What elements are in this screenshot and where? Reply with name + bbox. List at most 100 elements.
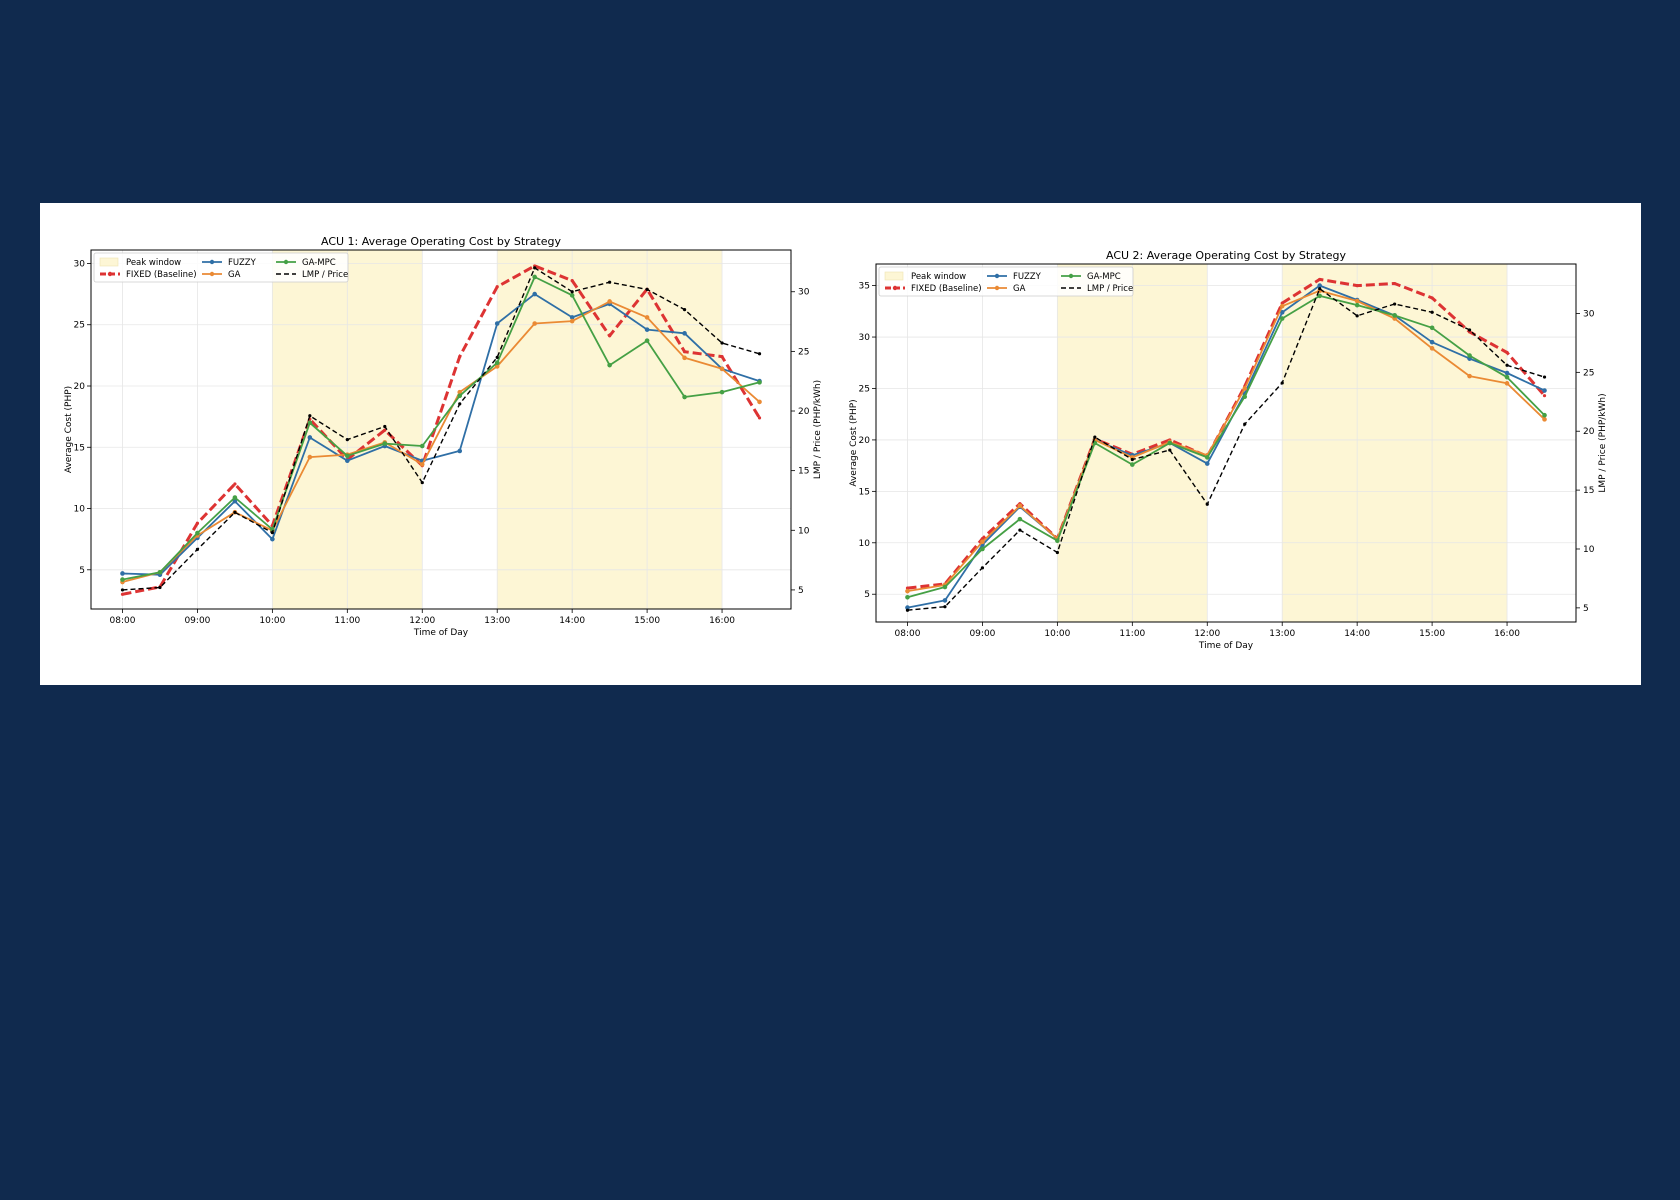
series-line-ga (907, 289, 1546, 592)
data-point-fuzzy (1542, 388, 1547, 393)
y-tick-label: 5 (79, 566, 85, 576)
legend-swatch-ga-marker (209, 271, 215, 277)
data-point-ga-mpc (1542, 412, 1547, 418)
y2-tick-label: 5 (798, 586, 804, 596)
legend-label: GA-MPC (302, 258, 336, 268)
data-point-fixed (682, 350, 687, 354)
data-point-lmp (383, 424, 387, 429)
data-point-ga-mpc (195, 530, 200, 536)
data-point-lmp (1205, 502, 1209, 506)
y2-axis-label: LMP / Price (PHP/kWh) (1598, 393, 1608, 492)
data-point-fuzzy (682, 331, 687, 336)
data-point-ga (757, 399, 762, 405)
x-tick-label: 10:00 (259, 616, 285, 626)
data-point-ga-mpc (345, 453, 350, 459)
data-point-lmp (195, 547, 200, 551)
peak-window-band (1282, 264, 1508, 622)
legend-swatch-ga-marker (994, 285, 1000, 291)
data-point-ga-mpc (307, 420, 313, 426)
data-point-ga-mpc (1167, 440, 1173, 446)
data-point-fixed (757, 416, 762, 420)
data-point-ga (1542, 417, 1547, 422)
data-point-ga-mpc (419, 443, 425, 449)
y-axis-label: Average Cost (PHP) (64, 386, 74, 473)
data-point-lmp (420, 480, 424, 485)
data-point-fixed (1430, 296, 1434, 300)
legend-swatch-peak (99, 257, 119, 267)
legend-label: LMP / Price (1087, 284, 1133, 294)
y-tick-label: 5 (864, 590, 870, 600)
data-point-fixed (1280, 301, 1284, 305)
data-point-lmp (682, 308, 687, 312)
data-point-fuzzy (1204, 461, 1210, 466)
y-tick-label: 25 (859, 384, 870, 394)
y-tick-label: 30 (74, 259, 86, 269)
data-point-fuzzy (644, 327, 650, 332)
data-point-lmp (905, 608, 910, 612)
data-point-lmp (645, 287, 649, 291)
y-axis-label: Average Cost (PHP) (849, 399, 859, 486)
y2-tick-label: 25 (798, 347, 809, 357)
data-point-lmp (158, 585, 162, 590)
x-tick-label: 09:00 (969, 629, 995, 639)
data-point-fuzzy (532, 291, 537, 297)
data-point-ga-mpc (1467, 353, 1472, 358)
data-point-ga-mpc (382, 441, 388, 446)
data-point-fixed (570, 279, 574, 283)
data-point-lmp (233, 510, 237, 514)
legend-swatch-fuzzy-marker (994, 273, 1000, 279)
series-line-ga-mpc (907, 295, 1546, 599)
legend-label: FUZZY (228, 258, 257, 268)
data-point-ga-mpc (532, 274, 537, 280)
data-point-ga (1017, 503, 1023, 509)
data-point-lmp (1093, 435, 1097, 439)
series-line-lmp (907, 287, 1545, 611)
data-point-lmp (980, 566, 985, 570)
data-point-ga (419, 462, 425, 467)
data-point-ga-mpc (1204, 455, 1210, 460)
legend-swatch-ga-mpc-marker (283, 259, 289, 265)
data-point-fixed (195, 521, 200, 525)
data-point-fixed (1505, 350, 1509, 355)
data-point-ga-mpc (719, 389, 725, 395)
data-point-fixed (905, 586, 910, 590)
data-point-lmp (1018, 528, 1022, 532)
x-tick-label: 16:00 (1494, 629, 1520, 639)
data-point-lmp (1243, 422, 1247, 426)
y-tick-label: 30 (859, 333, 871, 343)
data-point-fuzzy (1317, 283, 1322, 288)
data-point-fuzzy (270, 536, 275, 542)
figure-panel: 08:00 09:00 10:00 11:00 12:00 13:00 14:00 15:00… (40, 203, 1641, 685)
data-point-ga (532, 321, 537, 326)
x-tick-label: 14:00 (559, 616, 585, 626)
data-point-ga (980, 539, 985, 545)
data-point-lmp (533, 266, 537, 270)
legend-swatch-fixed-marker (892, 285, 898, 291)
data-point-lmp (345, 438, 349, 442)
legend-label: GA-MPC (1087, 272, 1121, 282)
figure-svg: 08:00 09:00 10:00 11:00 12:00 13:00 14:00 15:00… (64, 235, 1608, 651)
plot-frame (875, 263, 1577, 623)
y-tick-label: 10 (859, 539, 871, 549)
data-point-ga-mpc (644, 338, 650, 343)
data-point-fuzzy (457, 448, 463, 454)
legend-label: GA (228, 270, 241, 280)
plot-frame (90, 249, 792, 610)
y-tick-label: 15 (859, 487, 870, 497)
data-point-ga-mpc (1055, 538, 1060, 544)
data-point-fixed (980, 537, 985, 541)
data-point-ga-mpc (232, 495, 238, 500)
x-axis-label: Time of Day (1198, 641, 1254, 651)
data-point-lmp (1467, 328, 1472, 332)
data-point-ga-mpc (569, 293, 575, 298)
y2-tick-label: 5 (1583, 604, 1589, 614)
data-point-fuzzy (1504, 370, 1510, 376)
data-point-lmp (608, 280, 612, 284)
data-point-lmp (943, 605, 947, 609)
legend-swatch-fuzzy-marker (209, 259, 215, 265)
legend-label: Peak window (911, 272, 966, 282)
x-tick-label: 10:00 (1044, 629, 1070, 639)
data-point-lmp (1168, 448, 1172, 452)
data-point-ga-mpc (942, 584, 948, 590)
x-tick-label: 08:00 (110, 616, 136, 626)
